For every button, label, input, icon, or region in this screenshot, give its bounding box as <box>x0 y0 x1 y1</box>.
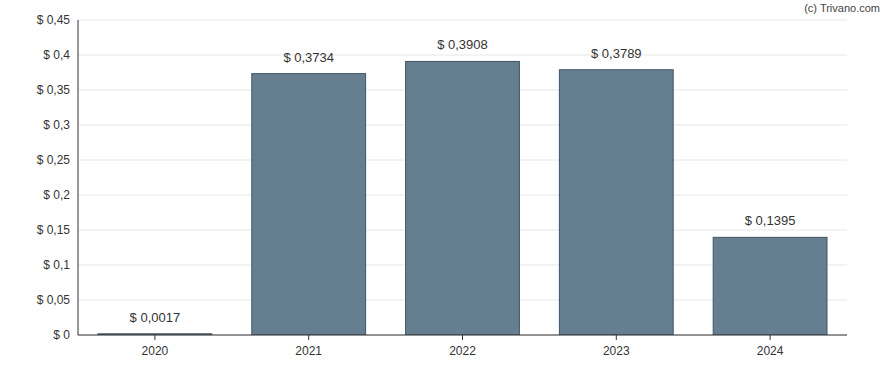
x-tick-label: 2022 <box>449 344 476 358</box>
x-tick <box>616 335 617 340</box>
data-label: $ 0,3789 <box>591 46 642 61</box>
bar <box>559 70 673 335</box>
x-tick <box>770 335 771 340</box>
y-tick-label: $ 0,2 <box>43 188 70 202</box>
annotation: (c) Trivano.com <box>804 2 880 14</box>
x-tick <box>308 335 309 340</box>
y-tick-label: $ 0,05 <box>37 293 71 307</box>
y-axis <box>78 20 79 335</box>
bar <box>406 61 520 335</box>
x-tick <box>154 335 155 340</box>
chart-container: $ 0 $ 0,05 $ 0,1 $ 0,15 $ 0,2 $ 0,25 $ 0,3 $ 0,… <box>0 0 888 370</box>
x-tick-label: 2021 <box>295 344 322 358</box>
data-label: $ 0,3734 <box>283 50 334 65</box>
data-label: $ 0,1395 <box>745 213 796 228</box>
x-tick-label: 2023 <box>603 344 630 358</box>
x-tick-label: 2024 <box>757 344 784 358</box>
bar <box>252 74 366 335</box>
bars <box>98 61 827 335</box>
grid-line <box>78 20 847 21</box>
y-tick-label: $ 0,35 <box>37 83 71 97</box>
y-tick-label: $ 0 <box>53 328 70 342</box>
y-tick-label: $ 0,1 <box>43 258 70 272</box>
bar <box>713 237 827 335</box>
y-tick-label: $ 0,25 <box>37 153 71 167</box>
y-tick-label: $ 0,4 <box>43 48 70 62</box>
y-tick-label: $ 0,45 <box>37 13 71 27</box>
chart: $ 0 $ 0,05 $ 0,1 $ 0,15 $ 0,2 $ 0,25 $ 0,3 $ 0,… <box>0 0 888 370</box>
y-tick-label: $ 0,3 <box>43 118 70 132</box>
data-label: $ 0,0017 <box>130 310 181 325</box>
y-tick-label: $ 0,15 <box>37 223 71 237</box>
data-label: $ 0,3908 <box>437 37 488 52</box>
grid-line <box>78 55 847 56</box>
x-tick-label: 2020 <box>142 344 169 358</box>
x-tick <box>462 335 463 340</box>
